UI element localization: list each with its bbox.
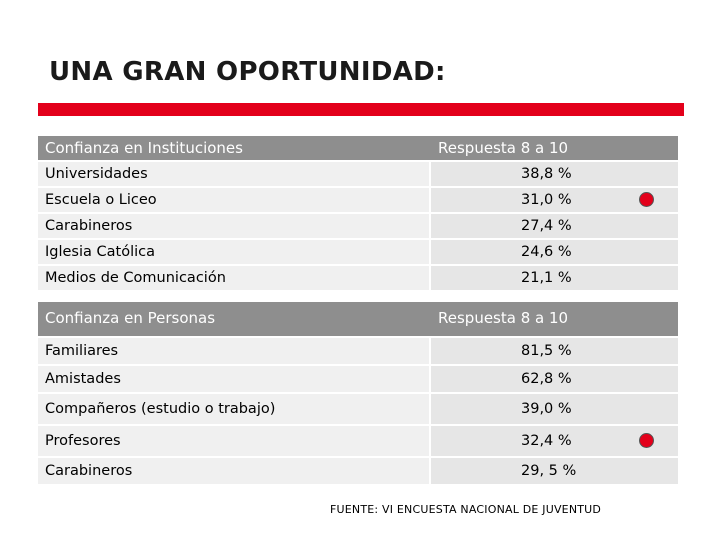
row-label: Familiares (38, 338, 429, 364)
page-title: UNA GRAN OPORTUNIDAD: (49, 57, 446, 87)
row-label: Iglesia Católica (38, 240, 429, 264)
table-personas: Confianza en Personas Respuesta 8 a 10 F… (38, 302, 678, 484)
table-row: Carabineros 29, 5 % (38, 458, 678, 484)
row-label: Carabineros (38, 214, 429, 238)
table-row: Medios de Comunicación 21,1 % (38, 266, 678, 290)
table-row: Universidades 38,8 % (38, 162, 678, 186)
row-value: 39,0 % (431, 394, 678, 424)
row-value: 81,5 % (431, 338, 678, 364)
row-value: 27,4 % (431, 214, 678, 238)
source-note: FUENTE: VI ENCUESTA NACIONAL DE JUVENTUD (330, 503, 602, 516)
table-row: Profesores 32,4 % (38, 426, 678, 456)
row-label: Carabineros (38, 458, 429, 484)
row-value: 32,4 % (431, 426, 678, 456)
row-value: 62,8 % (431, 366, 678, 392)
row-value: 24,6 % (431, 240, 678, 264)
row-label: Profesores (38, 426, 429, 456)
table-row: Iglesia Católica 24,6 % (38, 240, 678, 264)
header-value: Respuesta 8 a 10 (438, 139, 569, 157)
table-row: Carabineros 27,4 % (38, 214, 678, 238)
row-value: 38,8 % (431, 162, 678, 186)
row-value: 31,0 % (431, 188, 678, 212)
header-label: Confianza en Instituciones (45, 139, 243, 157)
row-value: 29, 5 % (431, 458, 678, 484)
row-label: Universidades (38, 162, 429, 186)
row-label: Amistades (38, 366, 429, 392)
row-value: 21,1 % (431, 266, 678, 290)
red-dot-icon (639, 433, 654, 448)
table-row: Amistades 62,8 % (38, 366, 678, 392)
table-instituciones: Confianza en Instituciones Respuesta 8 a… (38, 136, 678, 290)
title-underline (38, 103, 684, 116)
table-header: Confianza en Instituciones Respuesta 8 a… (38, 136, 678, 160)
header-label: Confianza en Personas (45, 309, 216, 327)
table-row: Compañeros (estudio o trabajo) 39,0 % (38, 394, 678, 424)
table-header: Confianza en Personas Respuesta 8 a 10 (38, 302, 678, 336)
row-label: Compañeros (estudio o trabajo) (38, 394, 429, 424)
table-row: Familiares 81,5 % (38, 338, 678, 364)
header-value: Respuesta 8 a 10 (438, 309, 569, 327)
row-label: Medios de Comunicación (38, 266, 429, 290)
table-row: Escuela o Liceo 31,0 % (38, 188, 678, 212)
row-label: Escuela o Liceo (38, 188, 429, 212)
red-dot-icon (639, 192, 654, 207)
